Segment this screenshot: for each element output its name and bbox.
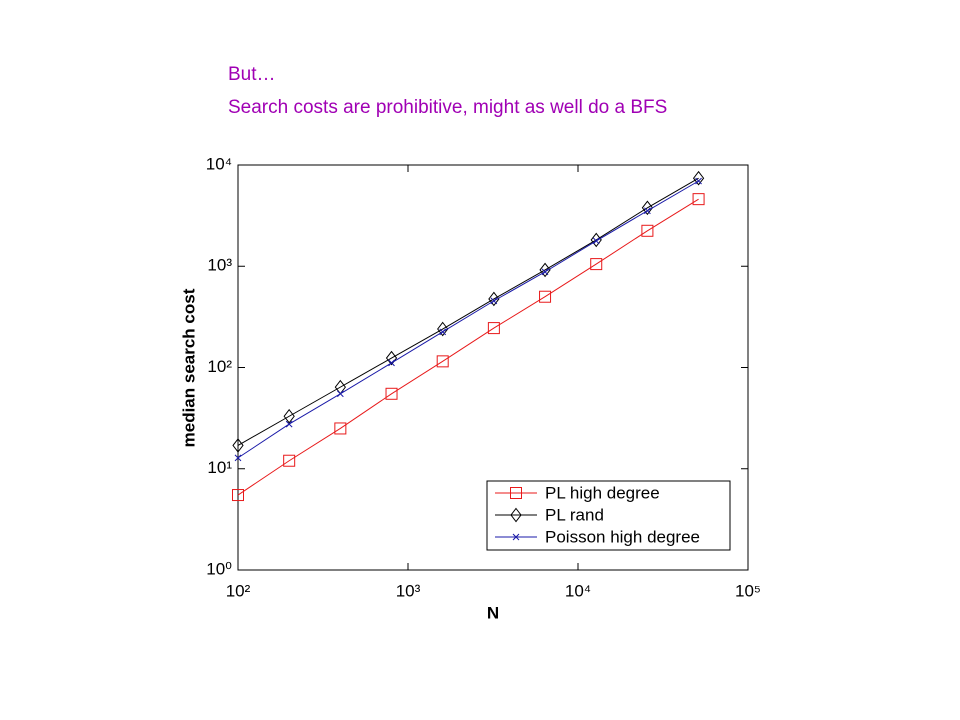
marker: [695, 177, 702, 185]
marker: [232, 489, 244, 502]
marker: [488, 291, 500, 307]
marker: [692, 193, 705, 206]
marker: [692, 170, 705, 186]
marker: [385, 350, 398, 366]
marker: [539, 290, 552, 303]
x-tick-label: 10³: [396, 581, 421, 600]
marker: [590, 232, 602, 248]
series-line: [237, 180, 699, 459]
x-tick-label: 10²: [226, 581, 251, 600]
legend-label: PL high degree: [545, 483, 660, 502]
marker: [285, 420, 293, 428]
x-tick-label: 10⁵: [735, 581, 761, 600]
marker: [234, 454, 242, 462]
y-tick-label: 10²: [207, 357, 232, 376]
marker: [232, 438, 244, 453]
marker: [283, 454, 296, 467]
series-line: [237, 198, 699, 496]
marker: [385, 387, 398, 400]
marker: [590, 258, 603, 271]
marker: [336, 390, 344, 398]
marker: [512, 533, 520, 541]
marker: [439, 328, 447, 336]
marker: [539, 262, 551, 278]
marker: [641, 224, 654, 237]
marker: [487, 322, 500, 335]
y-tick-label: 10⁴: [206, 154, 232, 173]
x-axis-label: N: [487, 603, 499, 622]
marker: [283, 408, 295, 424]
marker: [437, 321, 449, 337]
legend-label: PL rand: [545, 505, 604, 524]
marker: [541, 268, 549, 276]
heading-line: But…: [228, 64, 276, 85]
legend-label: Poisson high degree: [545, 527, 700, 546]
marker: [436, 355, 449, 368]
heading-line: Search costs are prohibitive, might as w…: [228, 97, 668, 118]
marker: [510, 507, 522, 523]
marker: [592, 237, 600, 245]
x-tick-label: 10⁴: [565, 581, 591, 600]
y-tick-label: 10⁰: [206, 559, 232, 578]
y-tick-label: 10¹: [207, 458, 232, 477]
series-line: [237, 177, 699, 446]
y-axis-label: median search cost: [179, 288, 198, 447]
y-tick-label: 10³: [207, 256, 232, 275]
marker: [644, 207, 651, 215]
marker: [641, 200, 654, 216]
marker: [490, 297, 498, 305]
marker: [510, 487, 522, 499]
marker: [388, 359, 395, 367]
marker: [334, 422, 347, 435]
